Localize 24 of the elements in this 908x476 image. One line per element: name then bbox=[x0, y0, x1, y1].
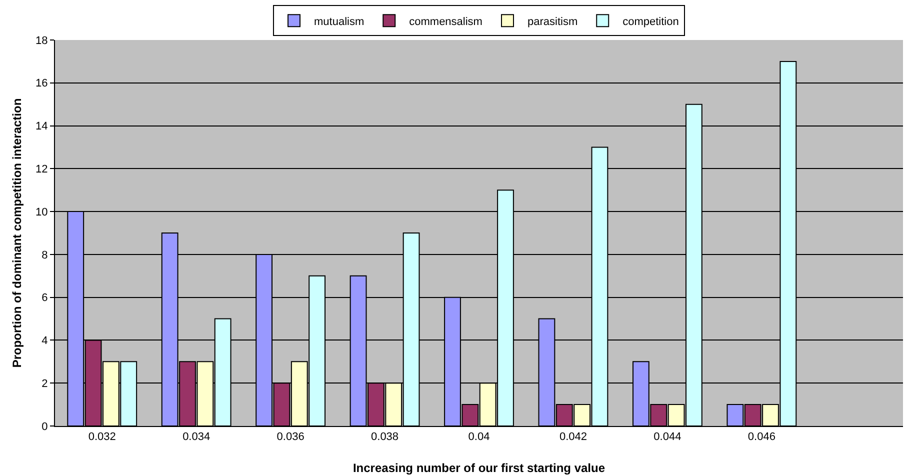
y-axis-title: Proportion of dominant competition interaction bbox=[10, 98, 24, 368]
x-tick-label: 0.042 bbox=[559, 431, 587, 444]
y-tick-label: 18 bbox=[36, 34, 48, 47]
y-tick-label: 12 bbox=[36, 164, 48, 176]
x-tick-label: 0.036 bbox=[276, 431, 304, 444]
x-tick-label: 0.044 bbox=[654, 431, 682, 444]
y-tick-label: 8 bbox=[42, 249, 48, 262]
x-tick-label: 0.038 bbox=[371, 431, 399, 444]
x-tick-label: 0.04 bbox=[468, 431, 490, 444]
legend-label: competition bbox=[622, 16, 679, 28]
y-tick-label: 14 bbox=[36, 120, 48, 133]
y-tick-label: 4 bbox=[42, 335, 48, 348]
y-tick-label: 0 bbox=[42, 420, 48, 433]
x-axis-title: Increasing number of our first starting value bbox=[352, 461, 606, 475]
y-tick-label: 2 bbox=[42, 378, 48, 390]
y-tick-label: 10 bbox=[36, 206, 48, 218]
legend-label: parasitism bbox=[527, 16, 578, 28]
legend-label: commensalism bbox=[409, 16, 482, 28]
x-tick-label: 0.034 bbox=[182, 431, 210, 444]
legend-label: mutualism bbox=[314, 16, 364, 28]
x-tick-label: 0.032 bbox=[88, 431, 116, 444]
y-tick-label: 16 bbox=[36, 78, 48, 90]
x-tick-label: 0.046 bbox=[748, 431, 776, 444]
y-tick-label: 6 bbox=[42, 292, 48, 304]
